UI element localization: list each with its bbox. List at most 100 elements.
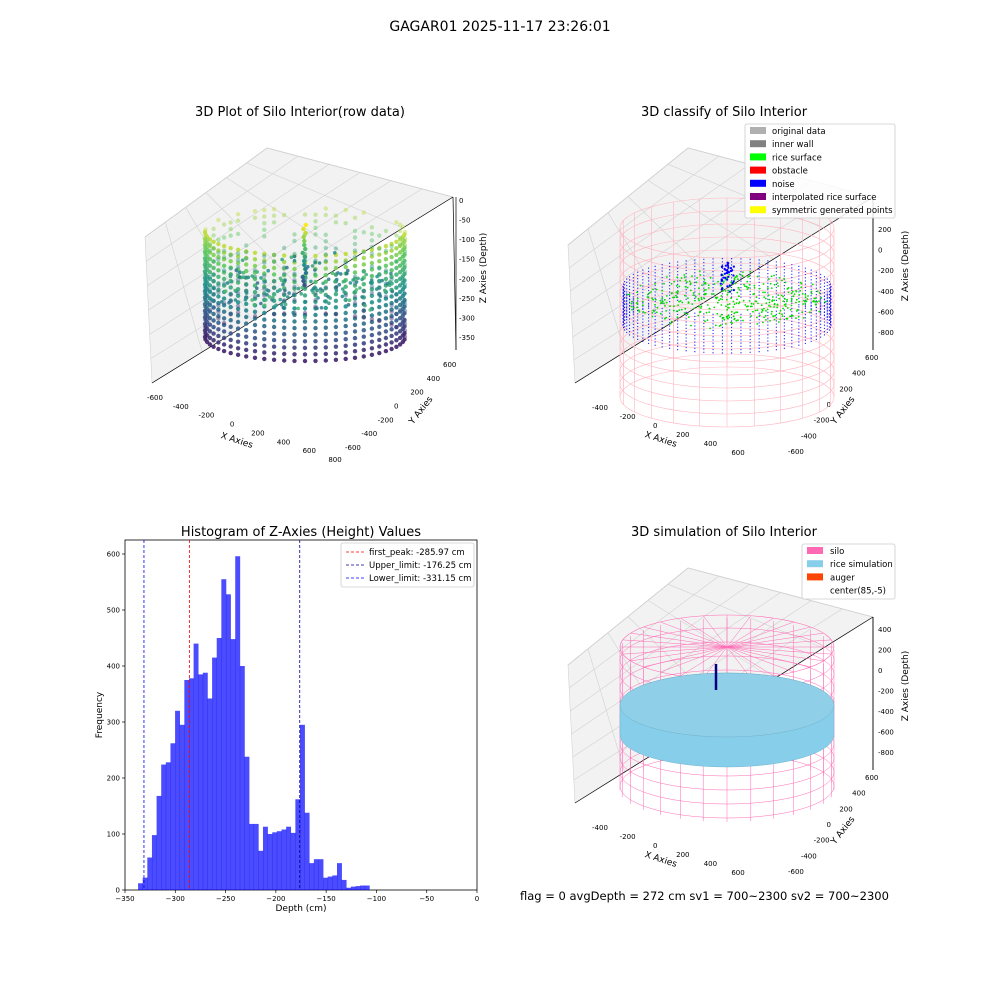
raw-x-tick-label: 0 <box>230 421 234 429</box>
raw-point <box>282 312 287 317</box>
raw-point <box>397 309 403 314</box>
histogram-bar <box>304 812 310 890</box>
classify-rice-point <box>734 282 737 285</box>
raw-point <box>265 293 269 297</box>
classify-legend-label: symmetric generated points <box>772 206 893 216</box>
classify-rice-point <box>698 270 701 273</box>
raw-point <box>397 270 403 275</box>
classify-rice-point <box>812 300 814 303</box>
raw-point <box>225 281 230 285</box>
classify-rice-point <box>752 303 755 305</box>
classify-rice-point <box>626 293 629 296</box>
raw-point <box>397 222 403 227</box>
histogram-y-tick-label: 400 <box>107 663 120 671</box>
raw-point <box>235 326 241 331</box>
raw-point <box>323 212 328 218</box>
histogram-legend-label: Lower_limit: -331.15 cm <box>369 574 471 584</box>
raw-point <box>302 310 308 316</box>
raw-point <box>271 324 277 330</box>
classify-rice-point <box>778 297 781 300</box>
raw-point <box>313 345 318 350</box>
histogram-x-tick-label: −100 <box>367 895 386 903</box>
simulation-x-tick-label: -200 <box>620 833 636 841</box>
raw-point <box>389 300 394 306</box>
classify-rice-point <box>744 285 746 287</box>
raw-x-tick-label: 800 <box>328 456 341 464</box>
classify-rice-point <box>767 287 769 289</box>
classify-rice-point <box>739 316 742 319</box>
raw-point <box>228 292 233 297</box>
simulation-silo-roof-rib <box>643 626 728 648</box>
raw-point <box>369 287 375 292</box>
raw-point <box>394 311 399 317</box>
classify-rice-point <box>737 278 739 281</box>
classify-rice-point <box>778 312 781 315</box>
classify-legend-swatch <box>750 153 766 161</box>
histogram-y-tick-label: 0 <box>116 887 120 895</box>
classify-rice-point <box>664 317 666 320</box>
raw-point <box>394 292 399 297</box>
classify-rice-point <box>786 307 789 309</box>
classify-rice-point <box>793 293 796 295</box>
raw-point <box>397 250 403 255</box>
raw-point <box>282 292 287 298</box>
raw-point <box>383 329 389 334</box>
raw-point <box>216 283 221 288</box>
histogram-bar <box>147 857 153 890</box>
raw-point <box>282 345 287 350</box>
raw-point <box>352 248 358 253</box>
histogram-bar <box>258 850 264 890</box>
classify-rice-point <box>733 312 736 315</box>
raw-point <box>389 261 394 266</box>
raw-point <box>369 225 375 230</box>
raw-point <box>361 334 366 339</box>
classify-rice-point <box>818 300 820 303</box>
raw-point <box>228 245 233 251</box>
raw-point <box>282 298 287 303</box>
raw-point <box>383 322 389 328</box>
raw-point <box>377 304 382 310</box>
simulation-z-tick-label: 200 <box>878 647 891 655</box>
classify-rice-point <box>683 276 686 279</box>
classify-rice-point <box>790 287 793 289</box>
classify-rice-point <box>814 297 817 300</box>
raw-point <box>377 265 382 270</box>
raw-point <box>352 228 358 234</box>
raw-point <box>369 244 375 250</box>
classify-legend-label: rice surface <box>772 153 822 163</box>
raw-point <box>383 316 389 321</box>
raw-point <box>207 288 213 293</box>
classify-rice-point <box>748 300 751 302</box>
raw-point <box>377 337 382 343</box>
histogram-bar <box>161 764 167 890</box>
raw-point <box>336 271 340 275</box>
raw-point <box>235 313 241 318</box>
raw-point <box>228 318 233 323</box>
classify-rice-point <box>756 316 758 319</box>
raw-point <box>202 229 208 235</box>
classify-rice-point <box>735 311 737 314</box>
raw-point <box>262 258 267 263</box>
raw-point <box>235 247 241 252</box>
raw-point <box>360 295 364 299</box>
raw-point <box>255 270 260 274</box>
raw-point <box>259 276 263 280</box>
raw-point <box>244 354 249 359</box>
classify-rice-point <box>746 280 749 283</box>
raw-point <box>266 268 271 273</box>
classify-rice-point <box>703 289 706 292</box>
raw-point <box>203 227 208 232</box>
raw-point <box>377 245 382 251</box>
raw-point <box>271 285 277 291</box>
raw-point <box>221 250 227 255</box>
raw-point <box>244 262 249 267</box>
raw-point <box>271 220 277 225</box>
classify-x-tick-label: 400 <box>704 440 717 448</box>
classify-y-tick-label: -600 <box>788 448 804 456</box>
raw-point <box>361 230 366 235</box>
simulation-z-tick-label: -600 <box>878 729 894 737</box>
raw-point <box>311 286 316 291</box>
histogram-bar <box>165 762 171 890</box>
raw-point <box>221 348 227 354</box>
classify-rice-point <box>704 281 707 284</box>
